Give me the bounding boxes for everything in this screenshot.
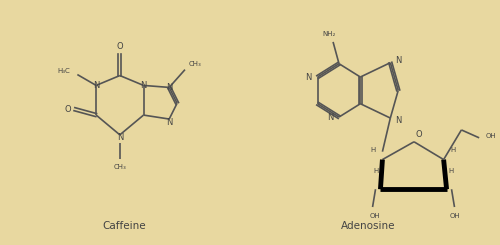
Text: OH: OH [449, 213, 460, 219]
Text: Adenosine: Adenosine [342, 221, 396, 231]
Text: H: H [448, 169, 453, 174]
Text: N: N [116, 133, 123, 142]
Text: N: N [396, 116, 402, 124]
Text: N: N [166, 83, 172, 92]
Text: Caffeine: Caffeine [102, 221, 146, 231]
Text: N: N [326, 112, 333, 122]
Text: N: N [93, 81, 100, 90]
Text: H: H [370, 147, 376, 153]
Text: H: H [373, 169, 378, 174]
Text: N: N [396, 56, 402, 65]
Text: CH₃: CH₃ [114, 164, 126, 171]
Text: H: H [450, 147, 456, 153]
Text: NH₂: NH₂ [322, 31, 336, 37]
Text: O: O [116, 42, 123, 51]
Text: H₃C: H₃C [58, 68, 70, 74]
Text: N: N [306, 73, 312, 82]
Text: OH: OH [369, 213, 380, 219]
Text: N: N [140, 81, 146, 90]
Text: O: O [64, 105, 71, 114]
Text: O: O [416, 130, 422, 139]
Text: CH₃: CH₃ [189, 61, 202, 67]
Text: N: N [166, 118, 172, 126]
Text: OH: OH [486, 133, 496, 139]
